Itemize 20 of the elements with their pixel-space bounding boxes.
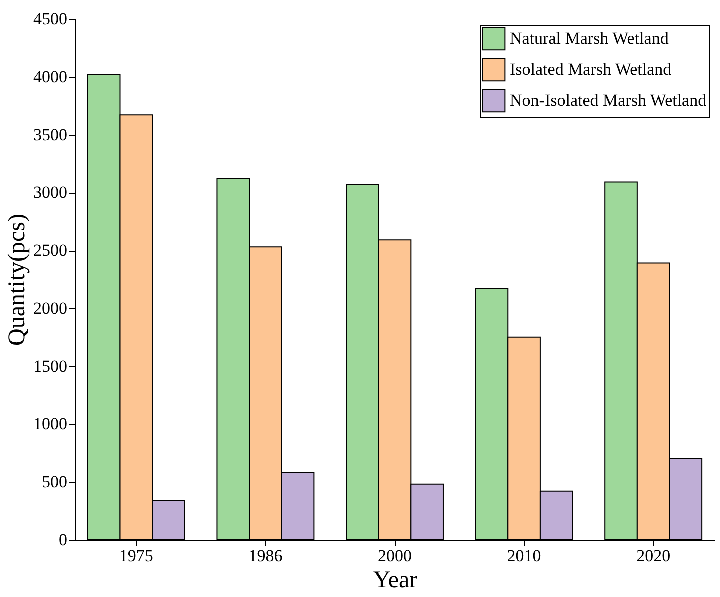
y-tick-label: 2500 [34,241,68,260]
x-tick-label: 1975 [119,546,154,566]
y-tick-label: 4000 [34,67,68,86]
y-tick-label: 0 [59,530,68,550]
legend-label: Natural Marsh Wetland [510,29,670,48]
x-axis-title: Year [373,568,418,594]
y-tick-label: 3500 [34,125,68,144]
x-tick-label: 2020 [636,546,671,566]
x-tick-label: 2000 [378,546,412,566]
legend-label: Isolated Marsh Wetland [510,60,672,79]
y-tick-label: 2000 [34,298,68,318]
y-tick-label: 500 [42,472,68,492]
y-tick-label: 3000 [34,183,68,202]
x-tick-label: 1986 [248,546,283,566]
x-tick-label: 2010 [507,546,542,566]
legend-label: Non-Isolated Marsh Wetland [510,91,708,110]
y-tick-label: 4500 [34,10,68,28]
y-tick-label: 1500 [34,356,68,376]
y-axis-title: Quantity(pcs) [4,214,30,346]
y-tick-label: 1000 [34,414,68,434]
